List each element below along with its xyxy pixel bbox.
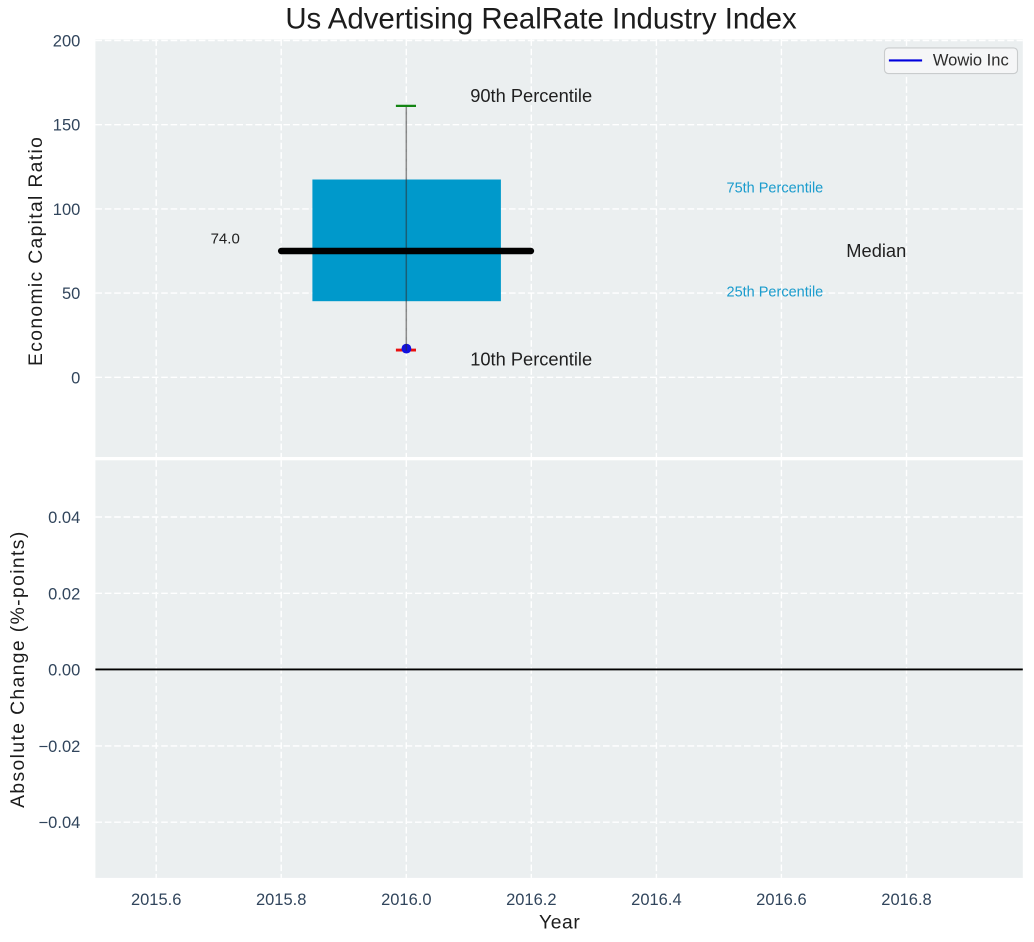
svg-text:Absolute Change (%-points): Absolute Change (%-points) <box>8 530 29 808</box>
svg-text:90th Percentile: 90th Percentile <box>470 85 592 106</box>
svg-text:75th Percentile: 75th Percentile <box>727 181 824 197</box>
svg-text:2015.6: 2015.6 <box>131 891 181 909</box>
svg-text:0.04: 0.04 <box>48 509 80 527</box>
svg-text:−0.04: −0.04 <box>39 814 81 832</box>
svg-text:50: 50 <box>62 285 80 303</box>
svg-text:0.02: 0.02 <box>48 585 80 603</box>
svg-text:Us Advertising RealRate Indust: Us Advertising RealRate Industry Index <box>285 3 797 36</box>
svg-text:10th Percentile: 10th Percentile <box>470 348 592 369</box>
svg-text:Median: Median <box>846 240 906 261</box>
svg-text:Year: Year <box>539 913 580 934</box>
svg-text:2016.6: 2016.6 <box>756 891 806 909</box>
svg-text:−0.02: −0.02 <box>39 738 81 756</box>
svg-text:Economic Capital Ratio: Economic Capital Ratio <box>26 136 47 366</box>
svg-text:2016.8: 2016.8 <box>881 891 931 909</box>
svg-text:2016.0: 2016.0 <box>381 891 431 909</box>
svg-text:0.00: 0.00 <box>48 662 80 680</box>
svg-text:200: 200 <box>53 33 81 51</box>
svg-text:150: 150 <box>53 117 81 135</box>
svg-text:Wowio Inc: Wowio Inc <box>933 52 1009 70</box>
svg-text:100: 100 <box>53 201 81 219</box>
svg-text:0: 0 <box>71 369 80 387</box>
svg-text:2016.4: 2016.4 <box>631 891 681 909</box>
svg-text:2016.2: 2016.2 <box>506 891 556 909</box>
svg-text:74.0: 74.0 <box>211 231 240 248</box>
svg-text:25th Percentile: 25th Percentile <box>727 285 824 301</box>
svg-text:2015.8: 2015.8 <box>256 891 306 909</box>
